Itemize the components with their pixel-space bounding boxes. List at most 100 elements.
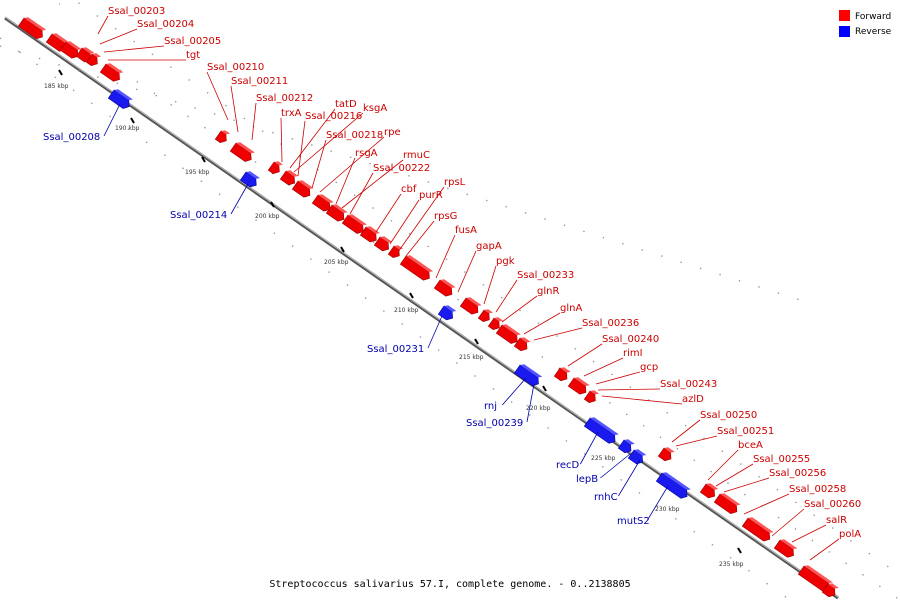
forward-gene-label: fusA xyxy=(455,225,477,236)
reverse-gene-block xyxy=(655,472,691,499)
forward-gene-label: ksgA xyxy=(363,103,387,114)
forward-gene-block xyxy=(567,377,590,395)
forward-gene-label: pgk xyxy=(496,256,515,267)
reverse-swatch xyxy=(839,26,850,37)
forward-gene-label: Ssal_00204 xyxy=(137,19,194,30)
forward-gene-block xyxy=(657,447,675,462)
tick-label: 200 kbp xyxy=(255,213,280,220)
legend-reverse-label: Reverse xyxy=(855,27,892,37)
forward-gene-block xyxy=(17,17,47,40)
forward-gene-block xyxy=(341,214,367,234)
reverse-gene-block xyxy=(583,417,619,444)
reverse-gene-block xyxy=(617,439,635,454)
forward-gene-label: Ssal_00258 xyxy=(789,484,846,495)
forward-gene-label: tatD xyxy=(335,99,357,110)
forward-gene-label: Ssal_00212 xyxy=(256,93,313,104)
forward-gene-block xyxy=(279,170,299,186)
forward-gene-label: Ssal_00210 xyxy=(207,62,264,73)
forward-gene-label: gapA xyxy=(476,241,502,252)
forward-swatch xyxy=(839,10,850,21)
forward-gene-label: azlD xyxy=(682,394,704,405)
reverse-gene-label: Ssal_00214 xyxy=(170,210,227,221)
forward-gene-label: Ssal_00240 xyxy=(602,334,659,345)
forward-gene-block xyxy=(85,53,102,66)
forward-gene-block xyxy=(821,583,839,598)
tick-label: 220 kbp xyxy=(526,405,551,412)
forward-gene-label: tgt xyxy=(186,50,200,61)
forward-gene-block xyxy=(399,255,434,281)
forward-gene-label: Ssal_00216 xyxy=(305,111,362,122)
reverse-gene-label: Ssal_00208 xyxy=(43,132,100,143)
tick-label: 185 kbp xyxy=(44,83,69,90)
genome-caption: Streptococcus salivarius 57.I, complete … xyxy=(269,579,630,590)
reverse-gene-label: lepB xyxy=(576,474,598,485)
forward-gene-label: Ssal_00233 xyxy=(517,270,574,281)
forward-gene-block xyxy=(583,390,600,403)
forward-gene-block xyxy=(373,236,393,252)
forward-gene-block xyxy=(741,517,774,542)
forward-gene-label: polA xyxy=(839,529,861,540)
reverse-gene-block xyxy=(627,449,647,465)
forward-gene-block xyxy=(291,180,314,198)
forward-gene-label: rpsG xyxy=(434,211,457,222)
reverse-gene-block xyxy=(437,305,457,321)
forward-gene-block xyxy=(495,324,521,344)
forward-gene-block xyxy=(513,337,531,352)
reverse-gene-label: rnj xyxy=(484,401,497,412)
forward-gene-block xyxy=(214,130,231,143)
forward-gene-label: purR xyxy=(419,190,443,201)
forward-gene-label: Ssal_00260 xyxy=(804,499,861,510)
forward-gene-label: Ssal_00255 xyxy=(753,454,810,465)
forward-gene-label: Ssal_00218 xyxy=(326,130,383,141)
forward-gene-block xyxy=(699,483,719,499)
forward-gene-block xyxy=(229,142,255,162)
forward-gene-label: trxA xyxy=(281,108,302,119)
reverse-gene-label: Ssal_00231 xyxy=(367,344,424,355)
forward-gene-label: Ssal_00250 xyxy=(700,410,757,421)
forward-gene-block xyxy=(267,161,284,174)
forward-gene-label: Ssal_00205 xyxy=(164,36,221,47)
forward-gene-label: rsgA xyxy=(355,148,378,159)
tick-label: 215 kbp xyxy=(459,354,484,361)
forward-gene-label: Ssal_00211 xyxy=(231,76,288,87)
reverse-gene-label: Ssal_00239 xyxy=(466,418,523,429)
gene-blocks xyxy=(17,17,839,598)
forward-gene-label: Ssal_00243 xyxy=(660,379,717,390)
tick-label: 230 kbp xyxy=(655,506,680,513)
reverse-gene-label: mutS2 xyxy=(617,516,650,527)
forward-gene-block xyxy=(325,204,348,222)
forward-gene-label: Ssal_00222 xyxy=(373,163,430,174)
forward-gene-label: Ssal_00203 xyxy=(108,6,165,17)
forward-gene-block xyxy=(433,279,456,297)
forward-gene-label: rimI xyxy=(623,348,643,359)
forward-gene-block xyxy=(387,245,404,258)
forward-gene-block xyxy=(459,297,482,315)
forward-gene-label: rmuC xyxy=(403,150,430,161)
forward-gene-block xyxy=(713,493,741,514)
forward-gene-label: salR xyxy=(826,515,847,526)
forward-gene-block xyxy=(773,539,798,558)
tick-label: 235 kbp xyxy=(719,561,744,568)
legend: Forward Reverse xyxy=(839,10,892,37)
forward-gene-block xyxy=(59,41,82,59)
legend-forward-label: Forward xyxy=(855,12,891,22)
forward-gene-label: bceA xyxy=(738,440,763,451)
forward-gene-block xyxy=(99,63,124,82)
tick-label: 205 kbp xyxy=(324,259,349,266)
forward-gene-block xyxy=(553,367,571,382)
reverse-gene-block xyxy=(513,364,543,387)
forward-gene-label: glnA xyxy=(560,303,582,314)
forward-gene-label: Ssal_00256 xyxy=(769,468,826,479)
forward-gene-label: gcp xyxy=(640,362,658,373)
forward-gene-label: rpe xyxy=(384,127,401,138)
genome-axis xyxy=(4,16,839,600)
reverse-gene-label: rnhC xyxy=(594,492,618,503)
reverse-gene-block xyxy=(239,171,261,188)
forward-gene-block xyxy=(487,317,504,330)
label-leaders xyxy=(97,15,840,561)
forward-gene-block xyxy=(477,309,494,322)
reverse-gene-block xyxy=(107,89,133,109)
